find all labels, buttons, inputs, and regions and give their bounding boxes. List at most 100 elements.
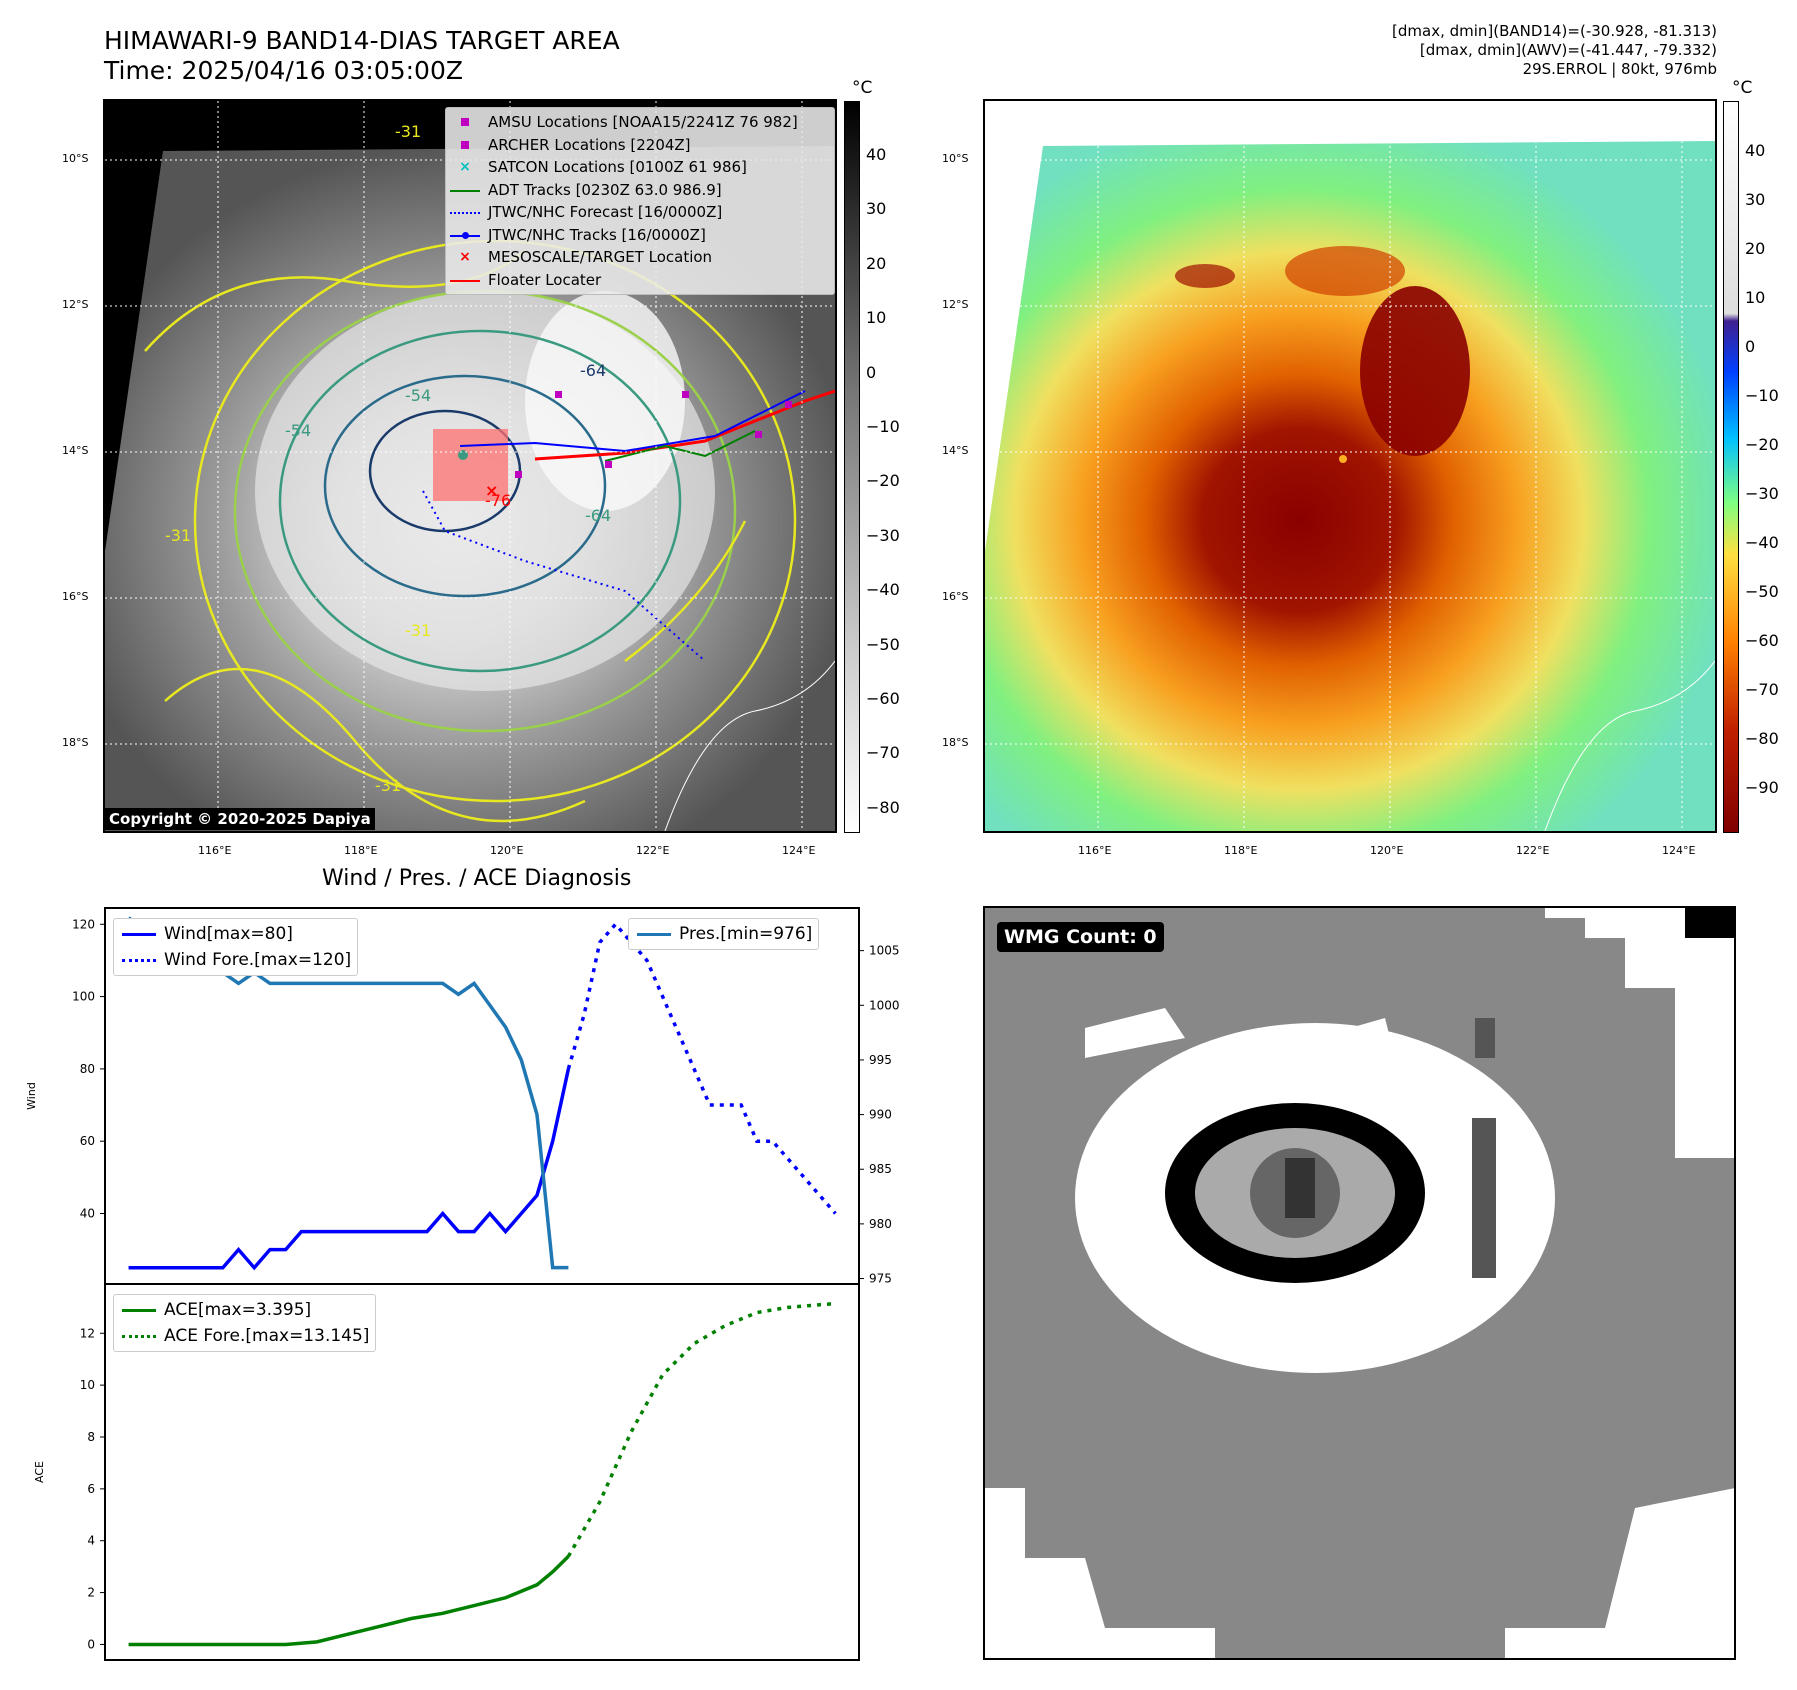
colorbar-tick: 30 [1745,190,1766,209]
y-tick-label: 0 [87,1637,95,1651]
lat-tick: 18°S [942,736,969,749]
legend-satcon: × SATCON Locations [0100Z 61 986] [450,156,830,179]
lat-tick: 16°S [62,590,89,603]
y-tick-label: 6 [87,1482,95,1496]
colorbar-tick: −60 [866,689,900,708]
diagnosis-chart: 40 60 80 100 120 975 980 985 990 995 1000 1005 0 2 4 6 8… [25,907,900,1661]
y-tick-label: 12 [80,1326,95,1340]
colorbar-tick: −20 [866,471,900,491]
lon-tick: 118°E [344,844,378,857]
colorbar-tick: 20 [1745,239,1766,258]
lon-tick: 122°E [1516,844,1550,857]
colorbar-tick: −80 [1745,729,1779,748]
colorbar-tick: −30 [866,525,900,545]
lat-tick: 18°S [62,736,89,749]
line-icon [637,932,671,936]
y-tick-label: 10 [80,1378,95,1392]
ace-axis-label: ACE [33,1461,46,1483]
colorbar-tick: 20 [866,253,887,273]
ir-map-panel: × -31 -31 -31 -54 -54 -64 -64 -76 -31 [103,99,837,833]
dotted-line-icon [122,1334,156,1338]
wind-legend: Wind[max=80] Wind Fore.[max=120] [113,918,359,976]
main-title: HIMAWARI-9 BAND14-DIAS TARGET AREA [104,26,620,55]
svg-text:-54: -54 [405,386,431,405]
legend-adt: ADT Tracks [0230Z 63.0 986.9] [450,179,830,202]
lon-tick: 122°E [636,844,670,857]
colorbar-tick: −70 [1745,680,1779,699]
y-tick-label: 4 [87,1534,95,1548]
lat-tick: 10°S [62,152,89,165]
lat-tick: 12°S [62,298,89,311]
lat-tick: 16°S [942,590,969,603]
y2-tick-label: 980 [869,1217,892,1231]
lon-tick: 124°E [782,844,816,857]
line-icon [122,932,156,936]
contour-labels: -31 -31 -31 -54 -54 -64 -64 -76 -31 [165,122,611,795]
y-tick-label: 100 [72,990,95,1004]
coastline [664,660,835,831]
y2-tick-label: 1005 [869,944,900,958]
y2-tick-label: 995 [869,1053,892,1067]
info-line-awv: [dmax, dmin](AWV)=(-41.447, -79.332) [1419,41,1717,59]
lat-tick: 12°S [942,298,969,311]
colorbar-tick: −90 [1745,778,1779,797]
target-marker: × [485,481,498,500]
colorbar-tick: −70 [866,743,900,763]
colorbar-tick: 40 [866,145,887,164]
legend-amsu: AMSU Locations [NOAA15/2241Z 76 982] [450,111,830,134]
y2-tick-label: 990 [869,1108,892,1122]
colorbar-tick: −20 [1745,435,1779,454]
jtwc-track [459,390,806,453]
floater-track [534,389,835,461]
legend-floater: Floater Locater [450,269,830,292]
colorbar-tick: −10 [1745,386,1779,405]
enhanced-map-image [985,101,1715,831]
colorbar-tick: −50 [866,634,900,654]
svg-text:-31: -31 [165,526,191,545]
colorbar-tick: −40 [1745,533,1779,552]
colorbar-tick: −80 [866,797,900,817]
wind-series-line [128,1068,571,1271]
diagnosis-title: Wind / Pres. / ACE Diagnosis [322,866,632,891]
line-icon [450,189,480,192]
svg-text:-64: -64 [580,361,606,380]
wind-axis-label: Wind [25,1082,38,1110]
map-legend: AMSU Locations [NOAA15/2241Z 76 982] ARC… [445,107,835,295]
dotted-line-icon [122,958,156,962]
pressure-legend: Pres.[min=976] [628,918,820,950]
colorbar-unit: °C [852,78,873,98]
legend-archer: ARCHER Locations [2204Z] [450,134,830,157]
y2-tick-label: 1000 [869,998,900,1012]
colorbar-tick: −30 [1745,484,1779,503]
line-icon [122,1308,156,1312]
wmg-image [985,908,1734,1658]
colorbar-tick: −60 [1745,631,1779,650]
coastline [1544,660,1715,831]
jtwc-forecast-track [422,490,706,662]
colorbar-tick: 10 [1745,288,1766,307]
legend-pressure: Pres.[min=976] [629,921,812,947]
y-tick-label: 8 [87,1430,95,1444]
y2-tick-label: 975 [869,1272,892,1286]
svg-text:-31: -31 [375,776,401,795]
target-area-box [433,429,508,501]
enhanced-map-panel [983,99,1717,833]
lat-tick: 14°S [62,444,89,457]
svg-text:-76: -76 [485,491,511,510]
lat-tick: 10°S [942,152,969,165]
square-marker-icon [461,118,469,127]
colorbar-tick: 40 [1745,141,1766,160]
lon-tick: 120°E [490,844,524,857]
ace-legend: ACE[max=3.395] ACE Fore.[max=13.145] [113,1294,377,1352]
wind-forecast-series-line [566,921,837,1215]
legend-jtwc-forecast: JTWC/NHC Forecast [16/0000Z] [450,201,830,224]
adt-track [604,430,756,462]
amsu-markers [515,391,792,478]
legend-jtwc-tracks: JTWC/NHC Tracks [16/0000Z] [450,224,830,247]
y-tick-label: 60 [80,1134,95,1148]
colorbar-tick: 0 [1745,337,1756,356]
y-tick-label: 80 [80,1062,95,1076]
wmg-panel: WMG Count: 0 [983,906,1736,1660]
y-tick-label: 120 [72,917,95,931]
svg-text:-54: -54 [285,421,311,440]
